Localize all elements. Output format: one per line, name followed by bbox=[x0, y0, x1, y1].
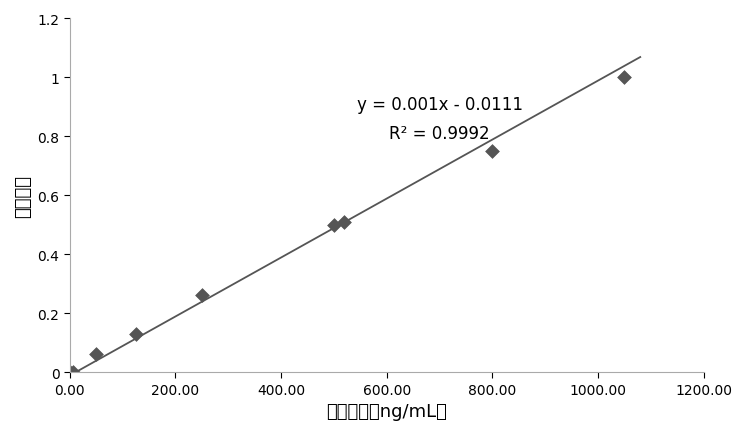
Y-axis label: 稼释比例: 稼释比例 bbox=[14, 174, 32, 217]
Point bbox=[64, 369, 76, 376]
Point bbox=[196, 293, 208, 299]
Point bbox=[618, 75, 630, 82]
Text: R² = 0.9992: R² = 0.9992 bbox=[389, 125, 490, 143]
Point bbox=[66, 369, 78, 376]
Point bbox=[90, 351, 102, 358]
X-axis label: 测试浓度（ng/mL）: 测试浓度（ng/mL） bbox=[326, 402, 447, 420]
Text: y = 0.001x - 0.0111: y = 0.001x - 0.0111 bbox=[357, 95, 522, 113]
Point bbox=[339, 219, 351, 226]
Point bbox=[130, 331, 142, 338]
Point bbox=[486, 148, 498, 155]
Point bbox=[328, 222, 340, 229]
